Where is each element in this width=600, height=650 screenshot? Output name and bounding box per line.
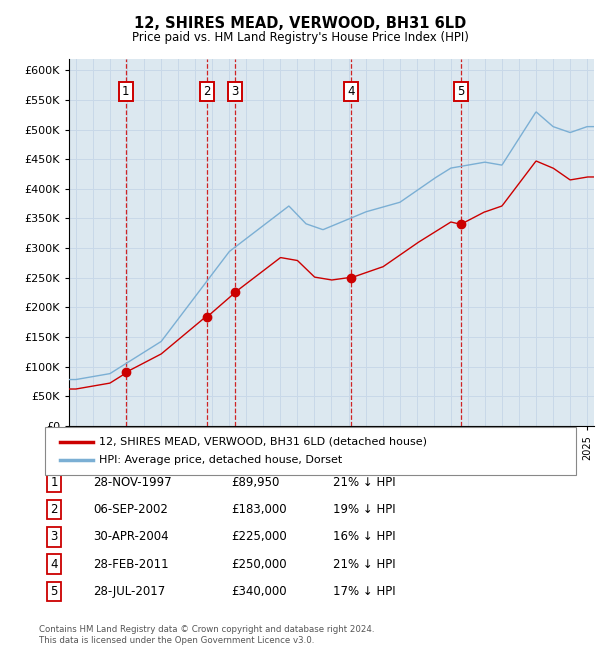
Text: 21% ↓ HPI: 21% ↓ HPI — [333, 476, 395, 489]
Text: 1: 1 — [122, 85, 130, 98]
Text: 12, SHIRES MEAD, VERWOOD, BH31 6LD (detached house): 12, SHIRES MEAD, VERWOOD, BH31 6LD (deta… — [99, 437, 427, 447]
Text: 30-APR-2004: 30-APR-2004 — [93, 530, 169, 543]
Text: 2: 2 — [50, 503, 58, 516]
Text: 5: 5 — [50, 585, 58, 598]
Text: Price paid vs. HM Land Registry's House Price Index (HPI): Price paid vs. HM Land Registry's House … — [131, 31, 469, 44]
Text: 4: 4 — [50, 558, 58, 571]
Text: 5: 5 — [457, 85, 464, 98]
Text: £183,000: £183,000 — [231, 503, 287, 516]
Text: £250,000: £250,000 — [231, 558, 287, 571]
Text: £225,000: £225,000 — [231, 530, 287, 543]
Text: 4: 4 — [347, 85, 355, 98]
Text: 1: 1 — [50, 476, 58, 489]
Text: 3: 3 — [50, 530, 58, 543]
Text: 28-NOV-1997: 28-NOV-1997 — [93, 476, 172, 489]
Text: 3: 3 — [231, 85, 239, 98]
Text: 19% ↓ HPI: 19% ↓ HPI — [333, 503, 395, 516]
Text: £340,000: £340,000 — [231, 585, 287, 598]
Text: Contains HM Land Registry data © Crown copyright and database right 2024.
This d: Contains HM Land Registry data © Crown c… — [39, 625, 374, 645]
Text: 12, SHIRES MEAD, VERWOOD, BH31 6LD: 12, SHIRES MEAD, VERWOOD, BH31 6LD — [134, 16, 466, 31]
Text: £89,950: £89,950 — [231, 476, 280, 489]
Text: 16% ↓ HPI: 16% ↓ HPI — [333, 530, 395, 543]
Text: 21% ↓ HPI: 21% ↓ HPI — [333, 558, 395, 571]
Text: 28-FEB-2011: 28-FEB-2011 — [93, 558, 169, 571]
Text: HPI: Average price, detached house, Dorset: HPI: Average price, detached house, Dors… — [99, 455, 342, 465]
Text: 06-SEP-2002: 06-SEP-2002 — [93, 503, 168, 516]
Text: 17% ↓ HPI: 17% ↓ HPI — [333, 585, 395, 598]
Text: 28-JUL-2017: 28-JUL-2017 — [93, 585, 165, 598]
Text: 2: 2 — [203, 85, 211, 98]
